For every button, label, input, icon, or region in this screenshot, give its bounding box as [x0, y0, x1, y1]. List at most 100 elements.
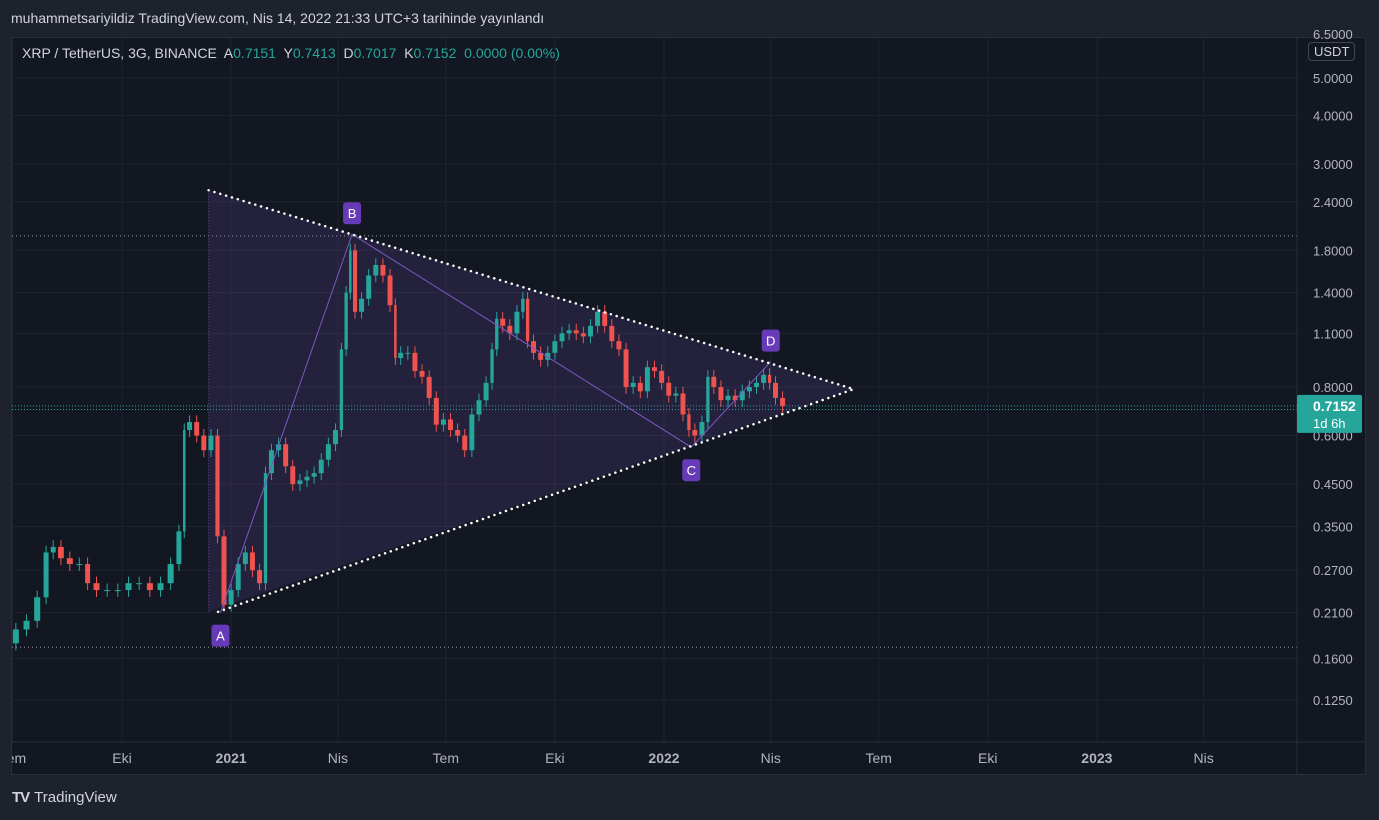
close-label: K	[404, 45, 414, 61]
candle-body	[114, 590, 121, 592]
candle-body	[339, 349, 344, 431]
candle-body	[318, 459, 324, 474]
candle-body	[43, 552, 49, 598]
time-tick-label: 2021	[216, 750, 247, 766]
candle-body	[666, 382, 672, 396]
candle-body	[552, 341, 558, 353]
pattern-point-label-bg	[343, 202, 362, 225]
tradingview-logo-icon: TV	[12, 789, 30, 806]
candle-body	[34, 597, 41, 621]
candle-body	[754, 382, 759, 388]
candle-body	[630, 382, 636, 388]
candle-body	[514, 311, 520, 334]
candle-body	[194, 422, 200, 436]
currency-unit-button[interactable]: USDT	[1308, 42, 1356, 61]
candle-body	[455, 430, 461, 436]
open-label: A	[223, 45, 234, 61]
candle-body	[469, 414, 475, 451]
candle-body	[201, 435, 207, 451]
price-tick-label: 0.2700	[1313, 563, 1353, 578]
candle-body	[325, 444, 331, 460]
pattern-point-label-bg	[761, 329, 780, 352]
candle-body	[183, 430, 186, 532]
time-tick-label: Eki	[545, 750, 564, 766]
low-value: 0.7017	[353, 45, 397, 61]
candle-body	[394, 305, 397, 359]
candle-body	[208, 435, 214, 451]
candle-body	[76, 564, 83, 566]
candle-body	[711, 376, 717, 388]
candle-body	[283, 444, 289, 467]
price-tick-label: 1.4000	[1313, 286, 1353, 301]
tradingview-logo[interactable]: TV TradingView	[12, 789, 117, 806]
candle-body	[263, 473, 268, 584]
candle-body	[349, 250, 352, 293]
candle-body	[652, 367, 658, 371]
price-tick-label: 0.2100	[1313, 606, 1353, 621]
candle-body	[304, 476, 310, 481]
price-tick-label: 1.8000	[1313, 243, 1353, 258]
candle-body	[167, 564, 174, 584]
candle-body	[761, 374, 767, 383]
candle-body	[268, 450, 274, 474]
candle-body	[12, 629, 19, 644]
candle-body	[659, 370, 665, 383]
candle-body	[419, 370, 425, 377]
abcd-pattern-line	[219, 233, 772, 613]
candle-body	[531, 341, 537, 353]
candle-body	[767, 374, 772, 383]
candle-body	[215, 435, 220, 537]
candle-body	[521, 298, 525, 312]
candle-body	[297, 480, 303, 485]
candle-body	[706, 376, 710, 423]
candle-body	[602, 311, 608, 326]
price-tick-label: 0.4500	[1313, 477, 1353, 492]
triangle-pattern-fill	[208, 190, 854, 612]
candle-body	[426, 376, 432, 398]
candle-body	[559, 333, 565, 342]
brand-name: TradingView	[34, 789, 117, 806]
candle-body	[344, 292, 348, 350]
candle-body	[276, 444, 282, 451]
candle-body	[228, 590, 234, 605]
candle-body	[616, 341, 622, 350]
candle-body	[587, 325, 593, 337]
time-axis: Tem Eki 2021 Nis Tem Eki 2022 Nis Tem Eki 2023 Nis	[12, 750, 1214, 766]
candle-body	[187, 422, 193, 431]
price-tick-label: 0.1250	[1313, 693, 1353, 708]
change-value: 0.0000 (0.00%)	[464, 45, 560, 61]
price-tick-label: 5.0000	[1313, 71, 1353, 86]
candle-body	[566, 330, 572, 334]
candle-body	[545, 352, 551, 360]
candle-body	[699, 422, 705, 436]
candle-body	[359, 298, 365, 312]
candle-body	[644, 367, 650, 392]
time-tick-label: Eki	[978, 750, 997, 766]
time-tick-label: 2023	[1081, 750, 1112, 766]
candle-body	[125, 583, 132, 591]
candle-body	[718, 387, 724, 401]
candle-body	[462, 435, 468, 451]
candle-body	[495, 318, 499, 350]
candle-body	[725, 395, 731, 401]
time-tick-label: Nis	[1194, 750, 1214, 766]
candle-body	[23, 620, 30, 630]
candle-body	[50, 546, 56, 553]
candle-body	[373, 264, 379, 276]
candle-body	[746, 387, 752, 392]
bar-countdown: 1d 6h	[1313, 416, 1346, 431]
candle-body	[249, 552, 255, 571]
close-value: 0.7152	[413, 45, 457, 61]
price-tick-label: 0.3500	[1313, 519, 1353, 534]
candle-body	[157, 583, 164, 591]
candle-body	[525, 298, 530, 342]
symbol-name[interactable]: XRP / TetherUS, 3G, BINANCE	[22, 45, 217, 61]
candle-body	[687, 414, 691, 431]
candle-body	[66, 558, 73, 565]
price-tick-label: 4.0000	[1313, 109, 1353, 124]
candle-body	[176, 531, 182, 565]
price-tick-label: 1.1000	[1313, 326, 1353, 341]
high-value: 0.7413	[292, 45, 336, 61]
candle-body	[507, 325, 513, 334]
